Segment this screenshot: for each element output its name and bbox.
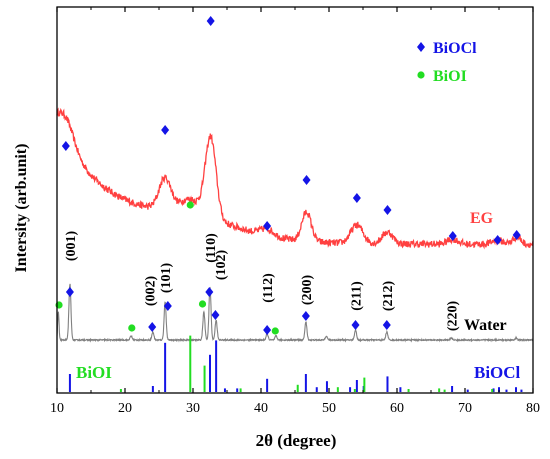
water-biocl-marker [163,301,172,311]
axes: 10 20 30 40 50 60 70 80 [50,6,540,416]
x-tick-label: 30 [186,401,200,416]
miller-index-label: (112) [261,273,276,303]
miller-index-label: (200) [300,275,315,306]
eg-biocl-marker [352,193,361,203]
eg-curve-label: EG [470,210,494,227]
water-bioi-marker [128,324,136,332]
eg-bioi-marker [186,201,194,209]
legend-label-biocl: BiOCl [433,40,477,57]
eg-biocl-marker [161,125,170,135]
water-biocl-marker [211,310,220,320]
x-tick-label: 20 [118,401,132,416]
miller-index-label: (102) [214,250,229,281]
x-tick-label: 70 [458,401,472,416]
miller-index-label: (220) [445,301,460,332]
water-biocl-marker [382,320,391,330]
eg-biocl-marker [493,235,502,245]
water-curve-label: Water [464,317,507,334]
water-bioi-marker [271,327,279,335]
biocl-reference-label: BiOCl [474,363,521,382]
miller-labels: (001) (002) (101) (110)(102) (112) (200) (211)… [64,231,460,332]
miller-index-label: (211) [350,281,365,311]
legend: BiOCl BiOI [417,40,477,85]
x-tick-label: 50 [322,401,336,416]
x-axis-label: 2θ (degree) [256,431,337,450]
plot-area [56,107,534,392]
water-biocl-marker [205,287,214,297]
y-axis-label: Intersity (arb.unit) [13,144,30,273]
water-biocl-marker [263,325,272,335]
eg-biocl-marker [302,175,311,185]
eg-biocl-marker [61,141,70,151]
x-tick-label: 60 [390,401,404,416]
water-biocl-marker [65,287,74,297]
water-bioi-marker [198,300,207,308]
legend-biocl-marker [417,42,425,52]
eg-biocl-marker [383,205,392,215]
eg-biocl-marker [263,221,272,231]
x-tick-label: 40 [254,401,268,416]
miller-index-label: (101) [159,263,174,294]
x-tick-label: 80 [526,401,540,416]
eg-biocl-marker [206,16,215,26]
miller-index-label: (002) [143,276,158,307]
legend-label-bioi: BiOI [433,68,467,85]
eg-biocl-marker [448,231,457,241]
water-biocl-marker [301,311,310,321]
water-series-line [56,283,534,343]
water-biocl-marker [351,320,360,330]
eg-biocl-marker [512,230,521,240]
miller-index-label: (212) [381,281,396,312]
bioi-reference-label: BiOI [76,363,112,382]
x-tick-label: 10 [50,401,64,416]
peak-markers [55,16,521,335]
water-biocl-marker [148,322,157,332]
legend-bioi-marker [417,71,425,79]
miller-index-label: (001) [64,231,79,262]
eg-series-line [56,107,534,250]
miller-index-label: (110) [204,233,219,263]
